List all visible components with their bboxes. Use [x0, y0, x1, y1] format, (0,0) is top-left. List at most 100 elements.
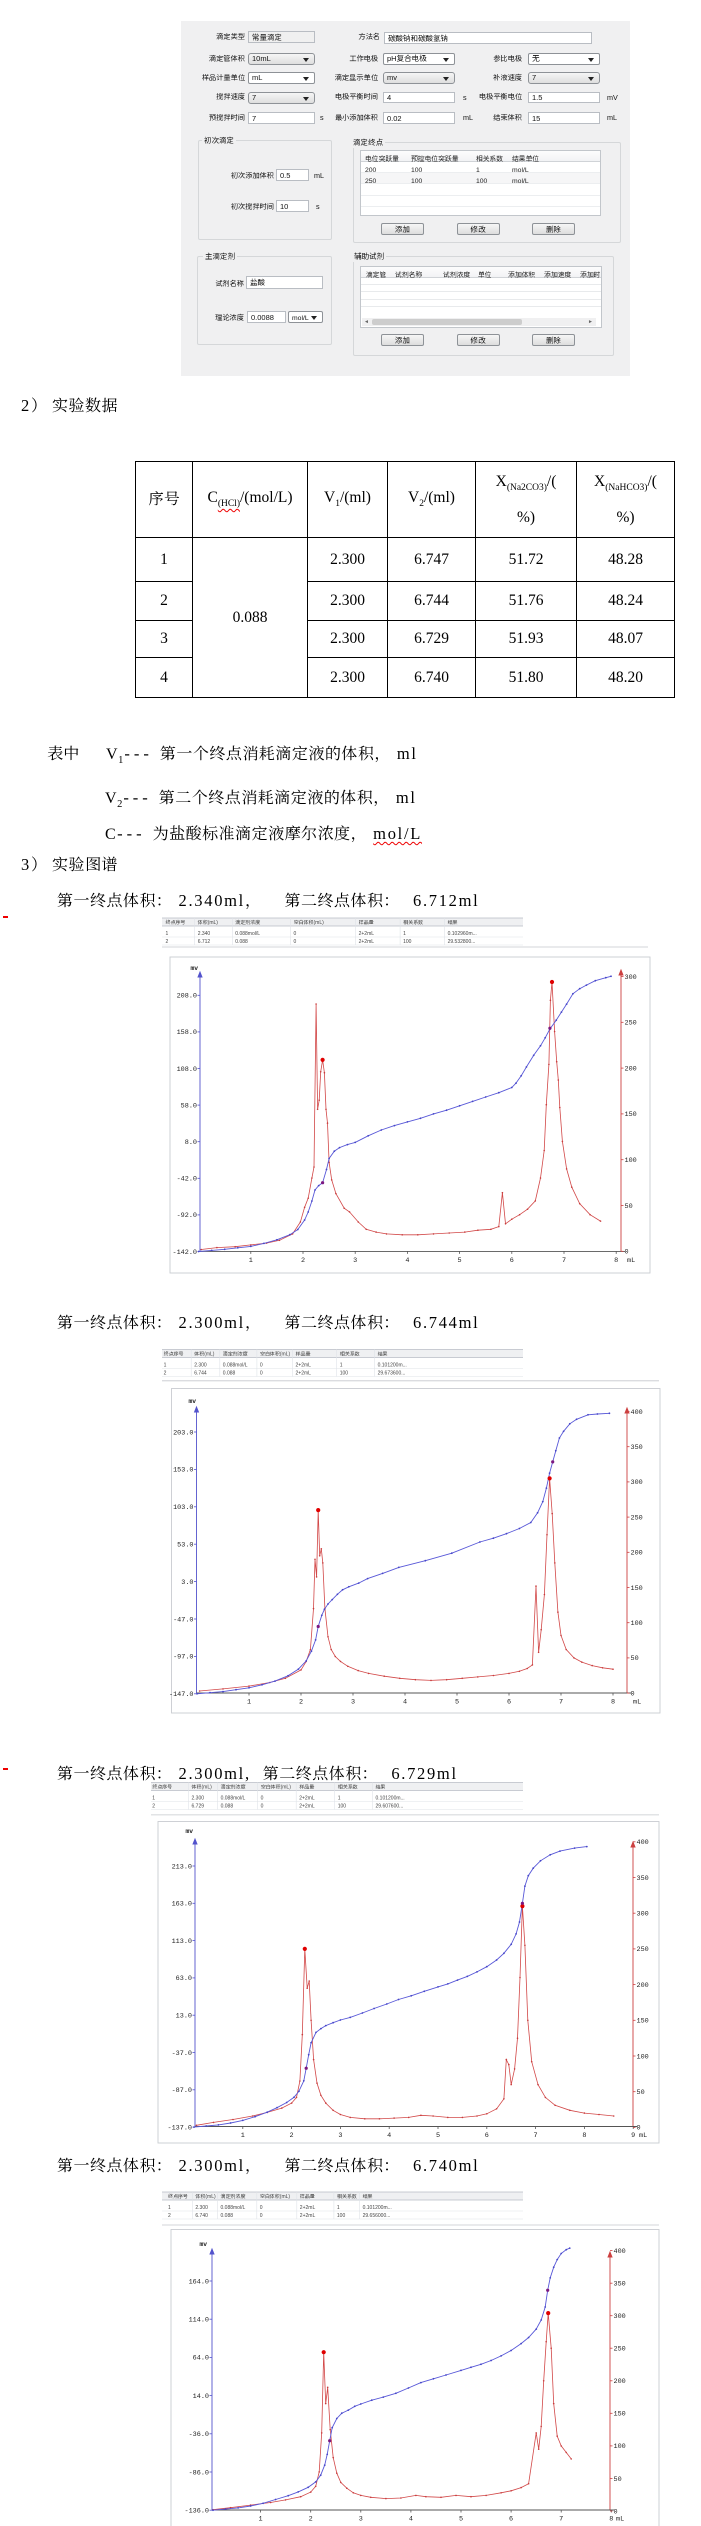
svg-text:1: 1: [259, 2516, 263, 2524]
svg-text:-97.0: -97.0: [173, 1654, 193, 1662]
svg-text:1: 1: [152, 1794, 155, 1801]
svg-text:63.0: 63.0: [176, 1975, 192, 1983]
svg-text:结果: 结果: [362, 2193, 373, 2200]
svg-text:3: 3: [359, 2516, 363, 2524]
svg-text:3: 3: [353, 1257, 357, 1265]
svg-text:100: 100: [337, 2212, 346, 2219]
svg-text:相关系数: 相关系数: [340, 1350, 360, 1357]
svg-text:114.0: 114.0: [189, 2317, 209, 2325]
svg-text:体积(mL): 体积(mL): [193, 1350, 215, 1357]
svg-text:1: 1: [340, 1361, 343, 1368]
svg-text:1: 1: [166, 930, 169, 937]
svg-text:0.101200m...: 0.101200m...: [376, 1794, 405, 1801]
svg-text:2+2mL: 2+2mL: [300, 2212, 316, 2219]
svg-text:-36.0: -36.0: [189, 2431, 209, 2439]
svg-text:2: 2: [301, 1257, 305, 1265]
svg-text:0.088: 0.088: [235, 938, 248, 945]
svg-text:mv: mv: [199, 2241, 207, 2248]
svg-text:0.088mol/L: 0.088mol/L: [221, 1794, 246, 1801]
svg-text:5: 5: [436, 2132, 440, 2140]
svg-text:0.088mol/L: 0.088mol/L: [235, 930, 260, 937]
svg-text:-147.0: -147.0: [169, 1691, 193, 1699]
svg-text:结果: 结果: [375, 1783, 386, 1790]
svg-text:50: 50: [625, 1203, 633, 1211]
svg-text:mv: mv: [190, 965, 198, 972]
svg-text:163.0: 163.0: [172, 1901, 192, 1909]
svg-text:2: 2: [164, 1369, 167, 1376]
svg-text:终点序号: 终点序号: [151, 1783, 172, 1790]
svg-text:1: 1: [338, 1794, 341, 1801]
svg-text:213.0: 213.0: [172, 1863, 192, 1871]
svg-text:6: 6: [509, 2516, 513, 2524]
svg-text:7: 7: [562, 1257, 566, 1265]
svg-text:滴定剂浓度: 滴定剂浓度: [221, 1783, 246, 1790]
svg-text:0.088: 0.088: [223, 1369, 236, 1376]
svg-text:103.0: 103.0: [173, 1504, 193, 1512]
svg-text:400: 400: [637, 1839, 649, 1847]
svg-text:0.088: 0.088: [221, 1802, 234, 1809]
svg-text:0: 0: [294, 930, 297, 937]
svg-text:300: 300: [614, 2313, 626, 2321]
svg-text:0.101200m...: 0.101200m...: [363, 2204, 392, 2211]
svg-text:58.0: 58.0: [181, 1102, 197, 1110]
svg-text:29.532800...: 29.532800...: [448, 938, 476, 945]
svg-text:29.673600...: 29.673600...: [378, 1369, 406, 1376]
svg-text:100: 100: [338, 1802, 347, 1809]
svg-text:150: 150: [637, 2018, 649, 2026]
svg-text:-92.0: -92.0: [177, 1212, 197, 1220]
svg-text:-136.0: -136.0: [185, 2508, 209, 2516]
svg-text:2+2mL: 2+2mL: [299, 1794, 315, 1801]
svg-text:250: 250: [631, 1514, 643, 1522]
svg-text:相关系数: 相关系数: [338, 1783, 358, 1790]
svg-text:8: 8: [611, 1699, 615, 1707]
svg-text:250: 250: [637, 1946, 649, 1954]
svg-text:-37.0: -37.0: [172, 2050, 192, 2058]
svg-text:2.300: 2.300: [194, 1361, 207, 1368]
svg-text:0: 0: [260, 2212, 263, 2219]
svg-text:样品量: 样品量: [296, 1350, 311, 1357]
svg-text:1: 1: [247, 1699, 251, 1707]
svg-text:0: 0: [631, 1690, 635, 1698]
svg-text:2+2mL: 2+2mL: [300, 2204, 316, 2211]
svg-text:3: 3: [338, 2132, 342, 2140]
svg-text:108.0: 108.0: [177, 1066, 197, 1074]
svg-text:相关系数: 相关系数: [337, 2193, 357, 2200]
svg-text:体积(mL): 体积(mL): [197, 919, 219, 926]
svg-text:8: 8: [614, 1257, 618, 1265]
svg-text:相关系数: 相关系数: [403, 919, 423, 926]
svg-text:250: 250: [614, 2346, 626, 2354]
svg-text:8.0: 8.0: [185, 1139, 197, 1147]
svg-text:164.0: 164.0: [189, 2278, 209, 2286]
svg-text:1: 1: [403, 930, 406, 937]
svg-text:5: 5: [458, 1257, 462, 1265]
svg-text:9: 9: [631, 2132, 635, 2140]
svg-text:mL: mL: [633, 1699, 641, 1707]
svg-text:4: 4: [405, 1257, 409, 1265]
svg-text:200: 200: [625, 1065, 637, 1073]
svg-text:2+2mL: 2+2mL: [359, 938, 375, 945]
svg-text:2+2mL: 2+2mL: [296, 1361, 312, 1368]
svg-text:13.0: 13.0: [176, 2013, 192, 2021]
svg-text:200: 200: [614, 2378, 626, 2386]
svg-text:100: 100: [631, 1620, 643, 1628]
svg-text:0: 0: [261, 1802, 264, 1809]
svg-text:6: 6: [510, 1257, 514, 1265]
svg-text:4: 4: [409, 2516, 413, 2524]
svg-text:350: 350: [637, 1875, 649, 1883]
svg-text:203.0: 203.0: [173, 1429, 193, 1437]
svg-text:0.101200m...: 0.101200m...: [378, 1361, 407, 1368]
svg-text:2+2mL: 2+2mL: [299, 1802, 315, 1809]
svg-text:空白体积(mL): 空白体积(mL): [260, 1350, 291, 1357]
svg-text:滴定剂浓度: 滴定剂浓度: [221, 2193, 246, 2200]
svg-text:1: 1: [241, 2132, 245, 2140]
svg-text:2: 2: [168, 2212, 171, 2219]
svg-text:3.0: 3.0: [181, 1579, 193, 1587]
svg-text:0: 0: [614, 2508, 618, 2516]
svg-text:2: 2: [309, 2516, 313, 2524]
svg-text:滴定剂浓度: 滴定剂浓度: [235, 919, 260, 926]
svg-text:样品量: 样品量: [299, 1783, 314, 1790]
svg-text:300: 300: [637, 1911, 649, 1919]
svg-text:6.729: 6.729: [192, 1802, 205, 1809]
svg-text:153.0: 153.0: [173, 1467, 193, 1475]
svg-text:50: 50: [631, 1655, 639, 1663]
